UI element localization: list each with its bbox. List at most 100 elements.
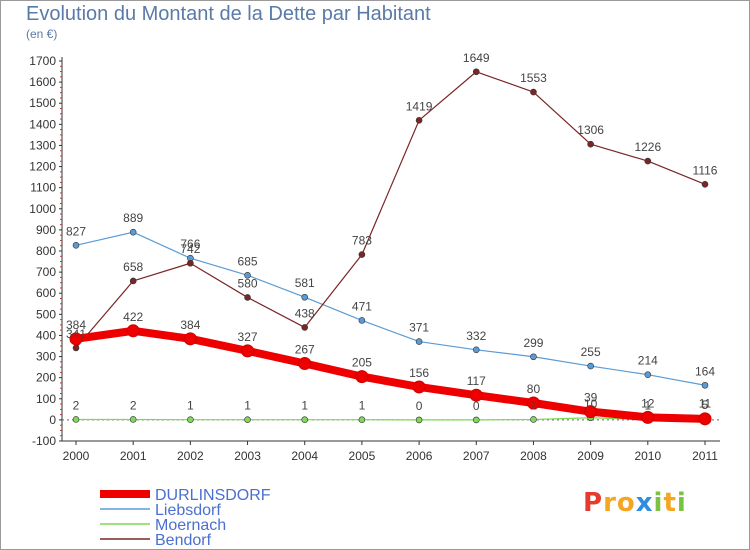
y-tick-label: 900 <box>36 223 56 237</box>
data-label: 2 <box>130 398 137 412</box>
logo-letter: x <box>635 488 654 518</box>
y-tick-label: 1500 <box>29 96 56 110</box>
logo-letter: i <box>676 488 687 518</box>
data-point <box>298 357 312 371</box>
y-tick-label: 1600 <box>29 75 56 89</box>
data-label: 2 <box>530 398 537 412</box>
data-label: 889 <box>123 211 143 225</box>
data-label: 1 <box>301 399 308 413</box>
data-label: 332 <box>466 329 486 343</box>
data-point <box>241 344 255 358</box>
chart-title: Evolution du Montant de la Dette par Hab… <box>26 3 431 25</box>
data-point <box>530 416 537 423</box>
data-label: 1 <box>359 399 366 413</box>
data-point <box>415 117 423 124</box>
data-label: 422 <box>123 310 143 324</box>
data-point <box>641 410 655 424</box>
x-tick-label: 2010 <box>634 449 661 463</box>
data-point <box>72 416 80 423</box>
data-point <box>72 242 80 249</box>
data-point <box>187 416 194 423</box>
data-label: 384 <box>66 318 86 332</box>
data-point <box>126 324 140 338</box>
y-tick-label: 1400 <box>29 117 56 131</box>
data-point <box>301 416 309 423</box>
logo-letter: t <box>663 488 677 518</box>
data-label: 658 <box>123 260 143 274</box>
data-label: 1116 <box>693 163 718 177</box>
data-label: 2 <box>73 398 80 412</box>
y-tick-label: 1100 <box>30 181 56 195</box>
data-point <box>355 370 369 384</box>
data-label: 1 <box>644 399 651 413</box>
data-point <box>358 416 366 423</box>
y-tick-label: 700 <box>36 265 56 279</box>
data-point <box>301 293 309 301</box>
series-line-bendorf <box>75 71 706 349</box>
data-label: 214 <box>638 354 658 368</box>
data-point <box>644 157 652 165</box>
x-tick-label: 2008 <box>520 449 547 463</box>
data-label: 80 <box>527 382 541 396</box>
data-label: 471 <box>352 299 372 313</box>
legend-label: Moernach <box>155 517 226 534</box>
data-point <box>698 412 712 426</box>
data-point <box>183 332 197 346</box>
data-label: 685 <box>238 254 258 268</box>
data-point <box>584 405 598 419</box>
logo-letter: o <box>616 488 636 518</box>
data-label: 205 <box>352 356 372 370</box>
logo-letter: P <box>583 488 604 518</box>
data-point <box>701 381 709 389</box>
data-label: 1 <box>244 399 251 413</box>
data-label: 1 <box>187 399 194 413</box>
x-tick-label: 2009 <box>577 449 604 463</box>
data-point <box>412 380 426 394</box>
data-point <box>415 338 423 345</box>
y-tick-label: 1000 <box>29 202 56 216</box>
x-tick-label: 2007 <box>463 449 490 463</box>
legend-label: Liebsdorf <box>155 502 221 519</box>
x-tick-label: 2003 <box>234 449 261 463</box>
x-tick-label: 2001 <box>120 449 147 463</box>
data-point <box>587 140 594 148</box>
data-label: 12 <box>641 396 655 410</box>
data-label: 299 <box>523 336 543 350</box>
legend-label: Bendorf <box>155 532 212 549</box>
data-point <box>69 332 83 346</box>
y-tick-label: 500 <box>36 307 56 321</box>
y-tick-label: 600 <box>36 286 56 300</box>
x-tick-label: 2000 <box>63 449 90 463</box>
logo-letter: r <box>603 488 617 518</box>
data-label: 267 <box>295 343 315 357</box>
y-tick-label: 1300 <box>29 138 56 152</box>
data-label: 580 <box>238 276 258 290</box>
data-label: 766 <box>180 237 200 251</box>
data-label: 255 <box>581 345 601 359</box>
x-tick-label: 2004 <box>291 449 318 463</box>
data-label: 5 <box>702 398 709 412</box>
data-label: 39 <box>584 391 598 405</box>
data-label: 1226 <box>634 140 661 154</box>
data-label: 1306 <box>577 123 604 137</box>
data-point <box>301 324 309 331</box>
data-label: 0 <box>473 399 480 413</box>
y-tick-label: 1700 <box>29 54 56 68</box>
data-label: 783 <box>352 234 372 248</box>
data-label: 581 <box>295 276 315 290</box>
y-tick-label: 400 <box>36 328 56 342</box>
data-label: 341 <box>66 327 86 341</box>
data-point <box>530 88 537 96</box>
data-label: 1649 <box>463 51 490 65</box>
data-label: 1553 <box>520 71 547 85</box>
data-label: 11 <box>699 397 712 411</box>
y-tick-label: 0 <box>49 413 56 427</box>
data-label: 0 <box>416 399 423 413</box>
x-tick-label: 2005 <box>349 449 376 463</box>
data-point <box>358 317 366 324</box>
data-label: 327 <box>238 330 258 344</box>
y-tick-label: 300 <box>36 350 56 364</box>
